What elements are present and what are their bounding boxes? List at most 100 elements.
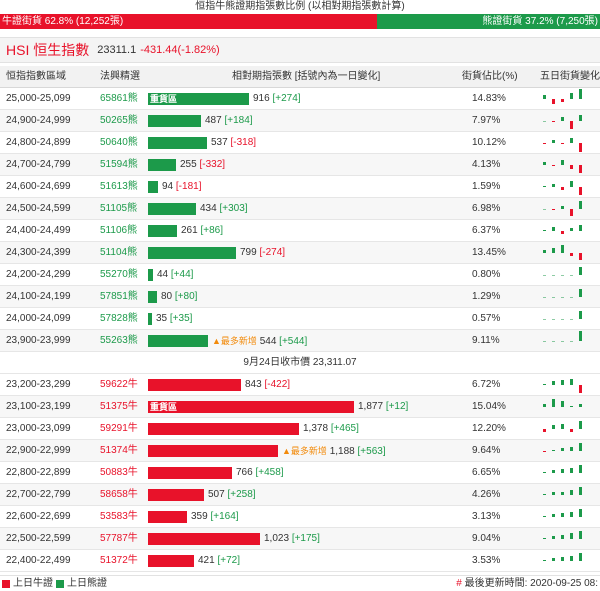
sparkline-bar: [579, 267, 582, 275]
sparkline-bar: [561, 206, 564, 209]
row-range: 23,200-23,299: [6, 379, 71, 390]
sparkline-bar: [552, 341, 555, 342]
row-count-value: 80: [161, 291, 173, 302]
row-count-value: 359: [191, 511, 208, 522]
row-range: 23,900-23,999: [6, 335, 71, 346]
row-count-bar: [148, 379, 241, 391]
row-warrant-code[interactable]: 50640熊: [100, 137, 138, 148]
row-count: 916 [+274]: [253, 88, 301, 110]
row-warrant-code[interactable]: 58658牛: [100, 489, 138, 500]
row-warrant-code[interactable]: 51375牛: [100, 401, 138, 412]
row-range: 24,600-24,699: [6, 181, 71, 192]
row-warrant-code[interactable]: 51374牛: [100, 445, 138, 456]
row-count-value: 1,877: [358, 401, 384, 412]
bull-bear-ratio-bar: 牛證街貨 62.8% (12,252張) 熊證街貨 37.2% (7,250張): [0, 14, 600, 29]
sparkline-bar: [543, 493, 546, 495]
row-trend-sparkline: [537, 88, 597, 110]
row-trend-sparkline: [537, 198, 597, 220]
row-warrant-code[interactable]: 51372牛: [100, 555, 138, 566]
row-trend-sparkline: [537, 396, 597, 418]
row-warrant-code[interactable]: 50883牛: [100, 467, 138, 478]
sparkline-bar: [561, 231, 564, 234]
row-range: 22,600-22,699: [6, 511, 71, 522]
row-warrant-code[interactable]: 51105熊: [100, 203, 138, 214]
row-trend-sparkline: [537, 154, 597, 176]
sparkline-bar: [561, 245, 564, 253]
row-count-value: 799: [240, 247, 257, 258]
sparkline-bar: [543, 404, 546, 407]
sparkline-bar: [561, 297, 564, 298]
sparkline-bar: [579, 143, 582, 153]
footer: 上日牛證 上日熊證 # 最後更新時間: 2020-09-25 08:: [0, 575, 600, 591]
sparkline-bar: [570, 489, 573, 495]
sparkline-bar: [561, 319, 564, 320]
row-warrant-code[interactable]: 59622牛: [100, 379, 138, 390]
row-count-bar: [148, 159, 176, 171]
row-count-bar: [148, 555, 194, 567]
sparkline-bar: [561, 117, 564, 121]
sparkline-bar: [570, 447, 573, 451]
last-updated-text: 最後更新時間: 2020-09-25 08:: [464, 578, 598, 589]
row-warrant-code[interactable]: 59291牛: [100, 423, 138, 434]
row-count-value: 537: [211, 137, 228, 148]
row-count-bar: [148, 313, 152, 325]
sparkline-bar: [570, 319, 573, 320]
row-warrant-code[interactable]: 57851熊: [100, 291, 138, 302]
index-name[interactable]: HSI 恒生指數: [6, 42, 90, 58]
row-count-change: [-422]: [264, 379, 291, 390]
sparkline-bar: [543, 95, 546, 99]
row-pct: 6.65%: [472, 467, 501, 478]
row-count-change: [+86]: [200, 225, 223, 236]
row-count-change: [+465]: [330, 423, 359, 434]
row-pct: 9.64%: [472, 445, 501, 456]
sparkline-bar: [561, 448, 564, 451]
row-warrant-code[interactable]: 51104熊: [100, 247, 138, 258]
sparkline-bar: [561, 159, 564, 165]
row-range: 22,400-22,499: [6, 555, 71, 566]
sparkline-bar: [543, 229, 546, 231]
row-warrant-code[interactable]: 51594熊: [100, 159, 138, 170]
row-count-change: [+35]: [169, 313, 193, 324]
sparkline-bar: [552, 275, 555, 276]
table-row: 22,500-22,599 57787牛 1,023 [+175] 9.04%: [0, 528, 600, 550]
sparkline-bar: [561, 341, 564, 342]
row-pct: 9.04%: [472, 533, 501, 544]
row-count-change: [+184]: [224, 115, 253, 126]
sparkline-bar: [543, 559, 546, 561]
newest-tag: ▲最多新增: [212, 336, 257, 346]
row-trend-sparkline: [537, 462, 597, 484]
sparkline-bar: [570, 137, 573, 143]
row-warrant-code[interactable]: 55263熊: [100, 335, 138, 346]
row-trend-sparkline: [537, 264, 597, 286]
index-price: 23311.1: [97, 44, 137, 56]
table-header: 恒指指數區域 法興精選 相對期指張數 [括號內為一日變化] 街貨佔比(%) 五日…: [0, 66, 600, 88]
row-trend-sparkline: [537, 528, 597, 550]
row-range: 23,000-23,099: [6, 423, 71, 434]
legend-bull-label: 上日牛證: [13, 578, 53, 589]
row-warrant-code[interactable]: 51106熊: [100, 225, 138, 236]
col-pct-header: 街貨佔比(%): [462, 71, 518, 82]
sparkline-bar: [543, 429, 546, 432]
row-warrant-code[interactable]: 51613熊: [100, 181, 138, 192]
row-pct: 14.83%: [472, 93, 506, 104]
row-range: 25,000-25,099: [6, 93, 71, 104]
row-warrant-code[interactable]: 50265熊: [100, 115, 138, 126]
sparkline-bar: [561, 275, 564, 276]
sparkline-bar: [561, 423, 564, 429]
row-warrant-code[interactable]: 53583牛: [100, 511, 138, 522]
row-count-value: 766: [236, 467, 253, 478]
row-warrant-code[interactable]: 57787牛: [100, 533, 138, 544]
sparkline-bar: [552, 184, 555, 187]
row-warrant-code[interactable]: 55270熊: [100, 269, 138, 280]
row-range: 22,900-22,999: [6, 445, 71, 456]
sparkline-bar: [579, 509, 582, 517]
sparkline-bar: [543, 319, 546, 320]
row-count-bar: [148, 115, 201, 127]
bull-ratio-segment: 牛證街貨 62.8% (12,252張): [0, 14, 377, 29]
row-warrant-code[interactable]: 65861熊: [100, 93, 138, 104]
row-count: 487 [+184]: [205, 110, 253, 132]
row-count-bar: [148, 137, 207, 149]
row-warrant-code[interactable]: 57828熊: [100, 313, 138, 324]
row-count-change: [+80]: [174, 291, 198, 302]
table-row: 23,100-23,199 51375牛 重貨區 1,877 [+12] 15.04%: [0, 396, 600, 418]
